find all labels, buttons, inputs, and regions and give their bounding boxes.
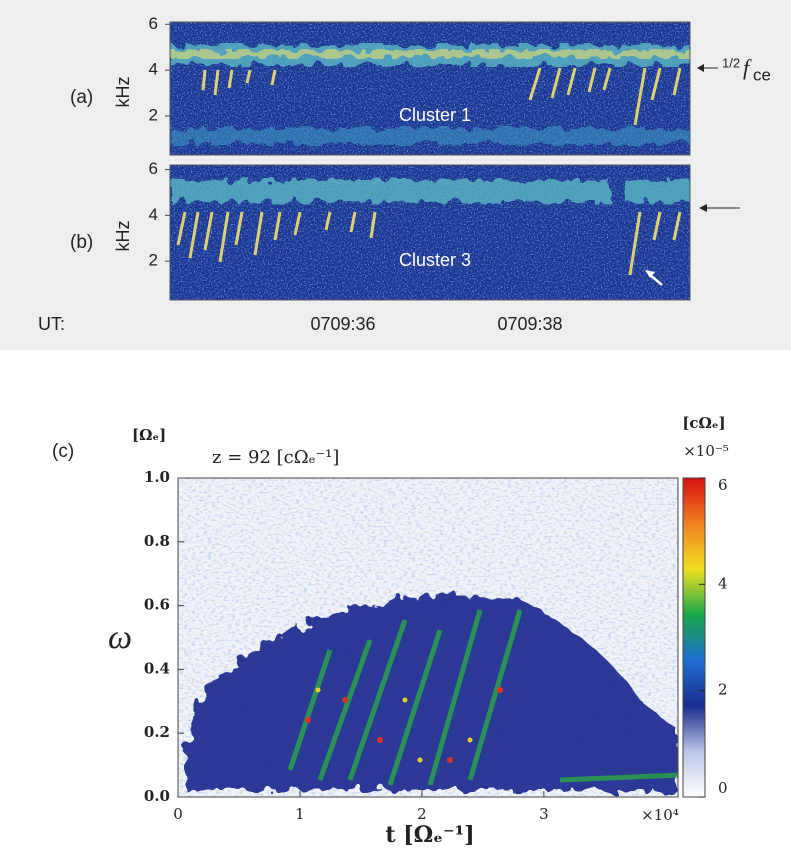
chart-title: z = 92 [cΩₑ⁻¹] (212, 447, 339, 468)
colorbar-tick-label: 6 (718, 476, 728, 494)
y-tick-label: 6 (149, 14, 158, 33)
annotation: Cluster 1 (399, 105, 471, 125)
x-tick-label: 1 (295, 805, 305, 823)
y-tick-label: 0.2 (144, 723, 170, 741)
colorbar (682, 477, 706, 798)
y-axis-label: kHz (113, 221, 133, 252)
x-multiplier: ×10⁴ (641, 806, 679, 824)
x-axis-label: t [Ωₑ⁻¹] (385, 822, 474, 848)
time-axis-label: UT: (38, 314, 65, 334)
x-tick-label: 0709:38 (497, 314, 562, 334)
x-tick-label: 0709:36 (310, 314, 375, 334)
y-axis-label: ω (108, 619, 132, 656)
y-tick-label: 0.8 (144, 532, 170, 550)
x-tick-label: 3 (539, 805, 549, 823)
colorbar-tick-label: 4 (718, 574, 728, 592)
y-axis-label: kHz (113, 77, 133, 108)
arrowhead (697, 64, 704, 72)
heatmap-c (178, 478, 678, 797)
x-tick-label: 0 (173, 805, 183, 823)
y-tick-label: 4 (149, 60, 158, 79)
y-tick-label: 1.0 (144, 468, 170, 486)
spectrogram-b (170, 165, 690, 300)
panel-label: (c) (52, 441, 74, 462)
arrowhead (699, 204, 707, 212)
y-tick-label: 6 (149, 159, 158, 178)
panel-label: (b) (70, 232, 93, 253)
colorbar-tick-label: 0 (718, 779, 728, 797)
y-tick-label: 4 (149, 205, 158, 224)
y-tick-label: 0.0 (144, 787, 170, 805)
y-tick-label: 2 (149, 106, 158, 125)
marker-fraction: 1/2 (722, 55, 740, 70)
y-axis-unit: [Ωₑ] (132, 426, 166, 444)
annotation: Cluster 3 (399, 250, 471, 270)
plot-frame (177, 477, 679, 798)
colorbar-tick-label: 2 (718, 681, 728, 699)
arrowhead (645, 270, 655, 278)
plot-frame (169, 21, 691, 156)
panel-label: (a) (70, 87, 93, 108)
spectrogram-a (170, 22, 690, 155)
marker-symbol: f (743, 55, 752, 80)
colorbar-multiplier: ×10⁻⁵ (683, 442, 729, 460)
y-tick-label: 0.6 (144, 596, 170, 614)
marker-subscript: ce (753, 65, 771, 84)
colorbar-unit: [cΩₑ] (682, 414, 725, 432)
x-tick-label: 2 (417, 805, 427, 823)
y-tick-label: 0.4 (144, 659, 170, 677)
y-tick-label: 2 (149, 251, 158, 270)
plot-frame (169, 164, 691, 301)
